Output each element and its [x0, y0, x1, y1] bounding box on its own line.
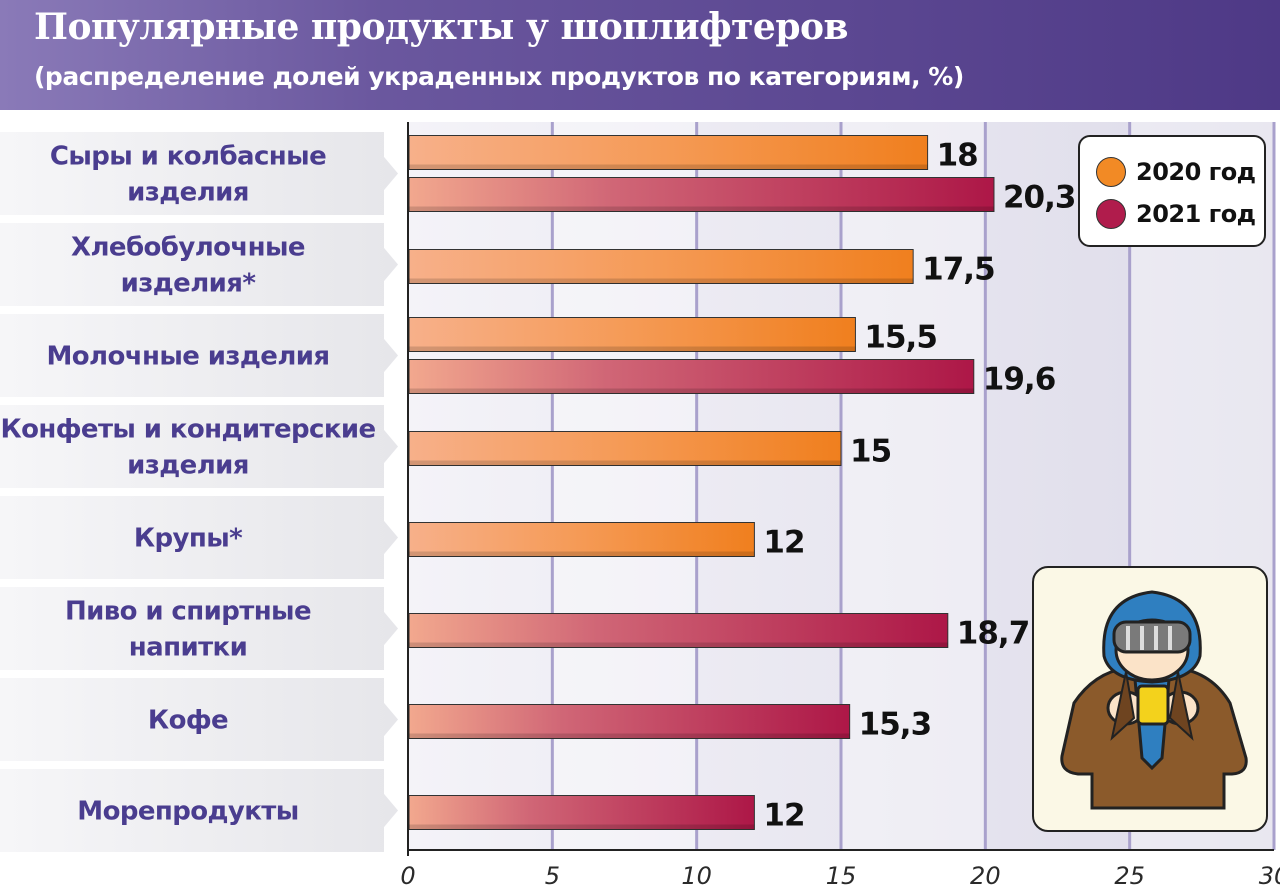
x-tick-label: 5: [545, 862, 560, 889]
bar: [408, 704, 851, 739]
bar-shadow: [409, 551, 755, 557]
legend-label-2020: 2020 год: [1136, 158, 1256, 186]
plot-band: [552, 122, 697, 850]
x-tick-label: 15: [826, 862, 857, 889]
data-label: 12: [763, 798, 804, 834]
bar: [408, 249, 914, 284]
category-plate: [0, 223, 398, 306]
x-tick-label: 25: [1114, 862, 1145, 889]
bar: [408, 522, 755, 557]
chart-subtitle: (распределение долей украденных продукто…: [34, 62, 964, 91]
bar: [408, 135, 929, 170]
shoplifter-illustration: [1032, 566, 1268, 832]
bar-shadow: [409, 164, 928, 170]
bar-shadow: [409, 388, 974, 394]
bar-shadow: [409, 733, 850, 739]
category-plate: [0, 587, 398, 670]
category-label: Молочные изделия: [47, 342, 330, 372]
category-label: Морепродукты: [77, 797, 298, 827]
category-plate: [0, 405, 398, 488]
data-label: 15: [850, 434, 891, 470]
bar-shadow: [409, 460, 841, 466]
category-plate: [0, 132, 398, 215]
category-label: Пиво и спиртные: [65, 597, 311, 627]
legend-swatch-2021: [1096, 199, 1126, 229]
data-label: 18: [937, 138, 978, 174]
chart-title: Популярные продукты у шоплифтеров: [34, 6, 849, 48]
bar-shadow: [409, 346, 856, 352]
bar: [408, 431, 842, 466]
category-label: изделия: [127, 178, 249, 208]
category-plate: [0, 314, 398, 397]
bar: [408, 317, 856, 352]
data-label: 17,5: [922, 252, 995, 288]
category-label: изделия: [127, 451, 249, 481]
category-label: Хлебобулочные: [71, 233, 305, 263]
chart-legend: 2020 год 2021 год: [1078, 135, 1266, 247]
legend-label-2021: 2021 год: [1136, 200, 1256, 228]
category-label: Конфеты и кондитерские: [0, 415, 375, 445]
x-tick-label: 0: [400, 862, 415, 889]
data-label: 12: [763, 525, 804, 561]
category-label: Сыры и колбасные: [50, 142, 326, 172]
legend-swatch-2020: [1096, 157, 1126, 187]
bar-shadow: [409, 206, 994, 212]
category-label: изделия*: [121, 269, 257, 299]
legend-item-2021: 2021 год: [1096, 197, 1256, 231]
data-label: 18,7: [957, 616, 1030, 652]
shoplifter-icon: [1060, 590, 1248, 810]
plot-band: [841, 122, 986, 850]
bar-shadow: [409, 642, 948, 648]
bar: [408, 359, 975, 394]
category-plate: [0, 496, 398, 579]
data-label: 20,3: [1003, 180, 1076, 216]
bar: [408, 795, 755, 830]
bar: [408, 613, 949, 648]
data-label: 15,5: [864, 320, 937, 356]
x-tick-label: 20: [970, 862, 1001, 889]
bar-shadow: [409, 824, 755, 830]
category-plate: [0, 678, 398, 761]
data-label: 15,3: [859, 707, 932, 743]
category-label: напитки: [129, 633, 247, 663]
category-label: Кофе: [148, 706, 228, 736]
legend-item-2020: 2020 год: [1096, 155, 1256, 189]
x-tick-label: 10: [681, 862, 712, 889]
data-label: 19,6: [983, 362, 1055, 398]
x-tick-label: 30: [1259, 862, 1280, 889]
bar: [408, 177, 995, 212]
bar-shadow: [409, 278, 914, 284]
category-label: Крупы*: [134, 524, 243, 554]
chart-header: Популярные продукты у шоплифтеров (распр…: [0, 0, 1280, 110]
category-plate: [0, 769, 398, 852]
